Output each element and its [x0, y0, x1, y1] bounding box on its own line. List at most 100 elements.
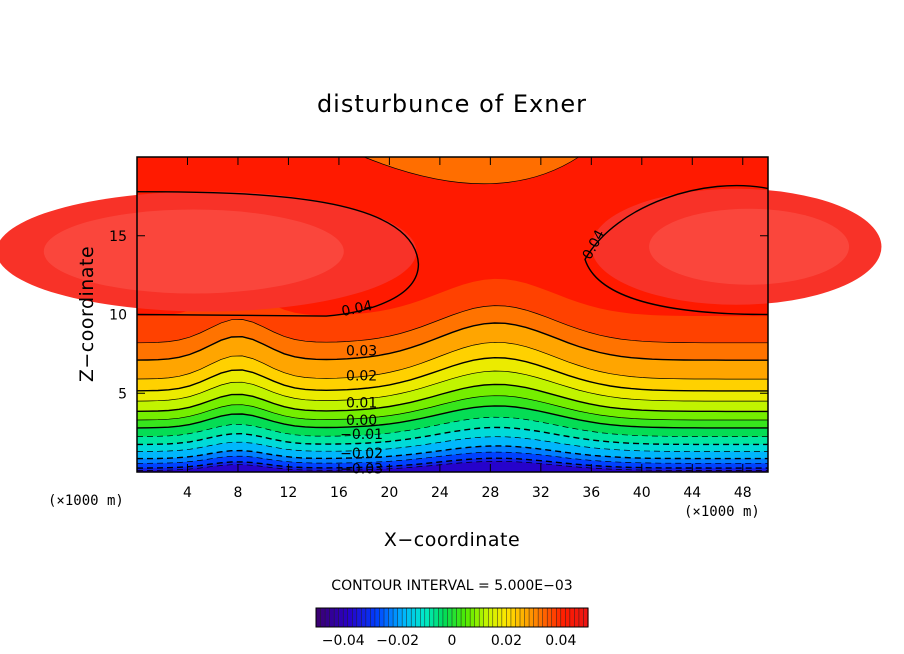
- x-tick-label: 36: [582, 485, 600, 501]
- colorbar-cell: [565, 608, 571, 627]
- contour-line: [137, 416, 768, 437]
- colorbar-frame: [315, 607, 589, 628]
- colorbar-tick-label: −0.04: [322, 633, 365, 649]
- contour-line: [584, 184, 769, 316]
- colorbar-cell: [447, 608, 453, 627]
- colorbar-cell: [397, 608, 403, 627]
- colorbar-cell: [488, 608, 494, 627]
- colorbar-cell: [533, 608, 539, 627]
- colorbar-cell: [542, 608, 548, 627]
- colorbar-cell: [316, 608, 322, 627]
- colorbar-cell: [343, 608, 349, 627]
- colorbar-cell: [483, 608, 489, 627]
- contour-line: [136, 341, 768, 380]
- colorbar-cell: [411, 608, 417, 627]
- plot-area: 0.040.040.030.020.010.00−0.01−0.02−0.03: [0, 156, 882, 478]
- contour-line: [137, 451, 768, 464]
- contour-label: 0.02: [346, 369, 377, 385]
- contour-band: [43, 209, 344, 294]
- contour-line: [137, 445, 768, 460]
- colorbar-cell: [515, 608, 521, 627]
- contour-label: 0.04: [340, 298, 374, 320]
- x-tick-label: 32: [532, 485, 550, 501]
- contour-line: [136, 190, 420, 317]
- colorbar-cell: [442, 608, 449, 627]
- x-tick-label: 24: [431, 485, 449, 501]
- contour-line: [136, 405, 768, 429]
- colorbar-cell: [365, 608, 371, 627]
- colorbar-cell: [529, 608, 535, 627]
- contour-band: [364, 157, 579, 184]
- colorbar-cell: [352, 608, 358, 627]
- colorbar-cell: [452, 608, 458, 627]
- contour-interval-text: CONTOUR INTERVAL = 5.000E−03: [331, 578, 572, 594]
- x-tick-label: 4: [183, 485, 192, 501]
- x-tick-label: 8: [233, 485, 242, 501]
- contour-bands: [0, 157, 882, 472]
- colorbar-cell: [510, 608, 517, 627]
- x-unit-left: (×1000 m): [48, 493, 124, 509]
- colorbar-cell: [492, 608, 498, 627]
- x-tick-label: 12: [280, 485, 298, 501]
- colorbar-cell: [334, 608, 340, 627]
- contour-line: [136, 305, 768, 344]
- colorbar-cell: [356, 608, 362, 627]
- contour-lines: [136, 156, 769, 471]
- contour-label: 0.03: [346, 343, 377, 359]
- contour-line: [136, 395, 768, 421]
- contour-line: [136, 356, 768, 392]
- x-tick-label: 48: [734, 485, 752, 501]
- colorbar-cell: [470, 608, 476, 627]
- colorbar-cell: [551, 608, 557, 627]
- colorbar-cell: [406, 608, 412, 627]
- colorbar-cell: [506, 608, 512, 627]
- x-axis-label: X−coordinate: [384, 529, 520, 551]
- colorbar-cell: [547, 608, 553, 627]
- colorbar-cell: [479, 608, 485, 627]
- contour-line: [137, 436, 768, 452]
- colorbar-cell: [574, 608, 580, 627]
- colorbar: [315, 607, 589, 628]
- contour-line: [364, 156, 579, 185]
- colorbar-cell: [424, 608, 430, 627]
- colorbar-cell: [329, 608, 335, 627]
- colorbar-cell: [456, 608, 462, 627]
- colorbar-cell: [583, 608, 589, 627]
- contour-label: 0.00: [346, 413, 377, 429]
- colorbar-cell: [520, 608, 526, 627]
- contour-label: −0.02: [340, 446, 383, 462]
- colorbar-cell: [578, 608, 585, 627]
- colorbar-cell: [420, 608, 426, 627]
- y-tick-label: 10: [109, 308, 127, 324]
- colorbar-cell: [361, 608, 367, 627]
- colorbar-tick-label: 0: [448, 633, 457, 649]
- colorbar-cell: [438, 608, 444, 627]
- x-tick-label: 16: [330, 485, 348, 501]
- contour-line: [136, 383, 768, 413]
- contour-label: 0.01: [346, 395, 377, 411]
- colorbar-cell: [379, 608, 385, 627]
- colorbar-cell: [402, 608, 408, 627]
- x-unit-right: (×1000 m): [684, 504, 760, 520]
- colorbar-cell: [433, 608, 439, 627]
- y-tick-label: 15: [109, 229, 127, 245]
- x-axis-ticks: 4 8 12 16 20 24 28 32 36 40 44 48: [183, 157, 752, 501]
- colorbar-cell: [370, 608, 376, 627]
- colorbar-cell: [465, 608, 471, 627]
- contour-label: −0.03: [340, 462, 383, 478]
- y-axis-label: Z−coordinate: [76, 246, 98, 382]
- colorbar-cell: [497, 608, 503, 627]
- colorbar-cell: [560, 608, 566, 627]
- colorbar-cell: [388, 608, 394, 627]
- colorbar-ticks: −0.04 −0.02 0 0.02 0.04: [322, 633, 577, 649]
- x-tick-label: 28: [481, 485, 499, 501]
- colorbar-cell: [325, 608, 331, 627]
- colorbar-cell: [393, 608, 399, 627]
- colorbar-tick-label: 0.04: [545, 633, 576, 649]
- colorbar-cell: [384, 608, 390, 627]
- colorbar-tick-label: 0.02: [491, 633, 522, 649]
- contour-label: −0.01: [340, 427, 383, 443]
- colorbar-cell: [415, 608, 421, 627]
- colorbar-cell: [429, 608, 435, 627]
